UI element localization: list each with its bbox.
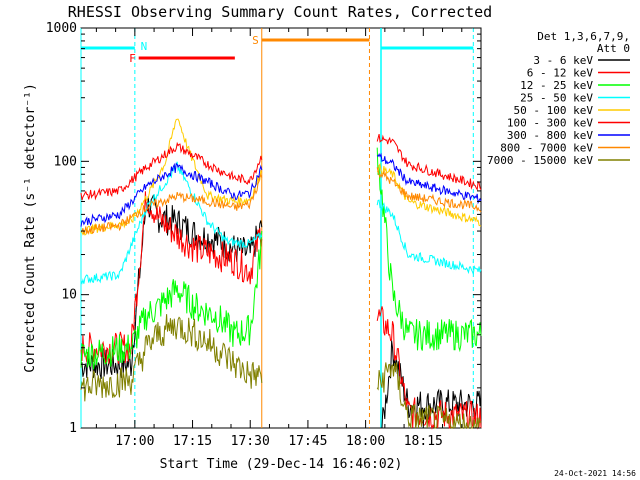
y-tick-label-0: 1 [69,421,77,436]
series-line-2-segment-2 [376,306,482,430]
legend-label-6: 100 - 300 keV [507,117,593,130]
series-layer [80,118,482,430]
series-line-7-segment-2 [376,152,482,205]
x-tick-label-4: 18:00 [346,434,385,449]
legend-title-2: Att 0 [597,42,630,55]
timestamp: 24-Oct-2021 14:56 [554,469,636,478]
legend-label-5: 50 - 100 keV [514,104,594,117]
saa-marker-label: S [252,34,259,47]
legend-label-3: 12 - 25 keV [520,79,593,92]
x-tick-label-0: 17:00 [115,434,154,449]
plot-area [80,27,482,429]
series-line-4-segment-2 [376,199,482,276]
legend-label-7: 300 - 800 keV [507,129,593,142]
x-tick-label-3: 17:45 [288,434,327,449]
series-line-9-segment-2 [376,362,482,429]
y-tick-label-2: 100 [54,154,77,169]
series-line-5-segment-2 [376,162,482,227]
flare-marker-label: F [129,52,136,65]
series-line-3-segment-1 [80,230,263,370]
night-marker-label: N [141,40,148,53]
series-line-6-segment-2 [376,133,482,191]
legend-label-1: 3 - 6 keV [533,54,593,67]
legend-title-1: Det 1,3,6,7,9, [537,30,630,43]
series-line-6-segment-1 [80,141,263,201]
series-line-1-segment-2 [377,340,482,429]
series-line-9-segment-1 [80,314,263,402]
x-tick-label-2: 17:30 [231,434,270,449]
x-tick-label-1: 17:15 [173,434,212,449]
series-line-7-segment-1 [80,162,263,227]
y-tick-label-3: 1000 [46,21,77,36]
series-line-8-segment-1 [80,173,263,236]
series-line-4-segment-1 [80,161,263,285]
x-tick-label-5: 18:15 [404,434,443,449]
legend-label-4: 25 - 50 keV [520,92,593,105]
x-axis-label: Start Time (29-Dec-14 16:46:02) [160,457,403,472]
overlays: NF S [80,28,474,428]
y-tick-label-1: 10 [61,288,77,303]
ticks-layer: 17:00 17:15 17:30 17:45 18:00 18:15 1 10 100 1000 [46,21,481,449]
series-line-5-segment-1 [80,118,263,236]
series-line-3-segment-2 [376,147,482,353]
chart-title: RHESSI Observing Summary Count Rates, Co… [68,3,492,21]
plot-frame [80,27,482,429]
legend-label-8: 800 - 7000 keV [500,142,593,155]
y-axis-label: Corrected Count Rate (s⁻¹ detector⁻¹) [23,83,38,373]
legend-label-9: 7000 - 15000 keV [487,154,593,167]
legend-label-2: 6 - 12 keV [527,67,594,80]
series-line-8-segment-2 [376,167,482,213]
